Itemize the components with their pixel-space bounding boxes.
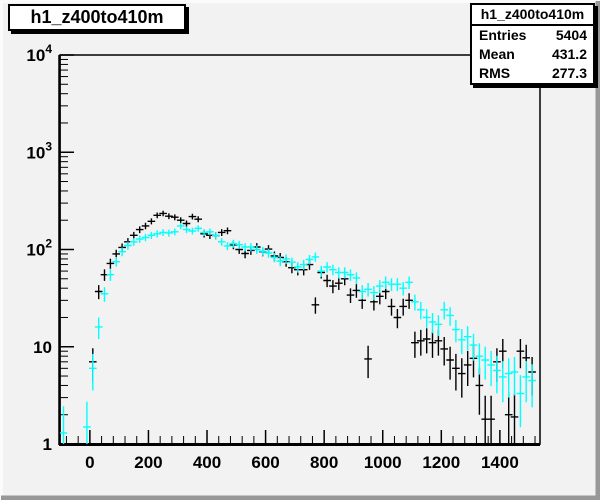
stats-value-rms: 277.3 <box>551 65 587 81</box>
svg-text:10: 10 <box>33 338 52 357</box>
stats-label-entries: Entries <box>479 27 527 43</box>
histogram-title: h1_z400to410m <box>30 7 164 27</box>
title-box[interactable]: h1_z400to410m <box>8 4 186 31</box>
stats-row-rms: RMS 277.3 <box>472 64 593 83</box>
svg-text:600: 600 <box>251 453 279 472</box>
svg-text:1: 1 <box>43 435 52 454</box>
svg-text:1000: 1000 <box>364 453 402 472</box>
stats-label-mean: Mean <box>479 46 515 62</box>
stats-title: h1_z400to410m <box>472 5 593 26</box>
stats-value-entries: 5404 <box>555 27 587 43</box>
stats-box[interactable]: h1_z400to410m Entries 5404 Mean 431.2 RM… <box>470 3 595 85</box>
svg-text:0: 0 <box>85 453 94 472</box>
stats-row-mean: Mean 431.2 <box>472 45 593 64</box>
svg-text:200: 200 <box>134 453 162 472</box>
svg-text:800: 800 <box>310 453 338 472</box>
svg-text:400: 400 <box>193 453 221 472</box>
stats-value-mean: 431.2 <box>551 46 587 62</box>
svg-text:1400: 1400 <box>481 453 519 472</box>
stats-label-rms: RMS <box>479 65 511 81</box>
svg-text:1200: 1200 <box>422 453 460 472</box>
stats-row-entries: Entries 5404 <box>472 26 593 45</box>
